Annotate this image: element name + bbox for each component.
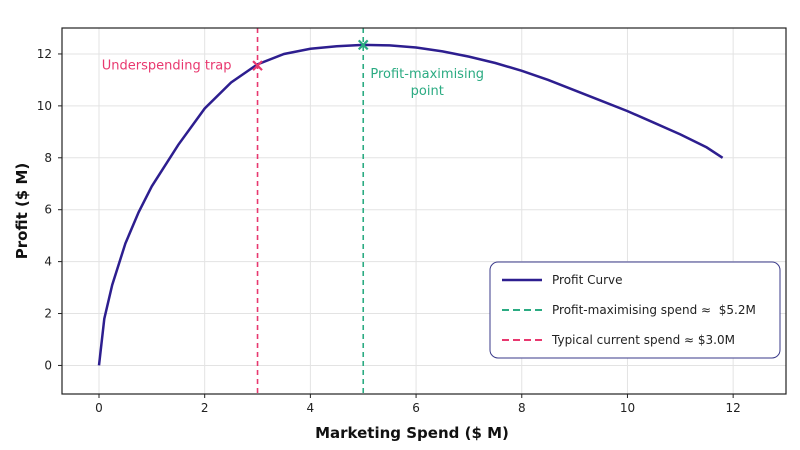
y-tick-label: 4 — [44, 255, 52, 269]
x-axis-label: Marketing Spend ($ M) — [315, 424, 509, 442]
x-tick-label: 6 — [412, 401, 420, 415]
y-tick-label: 12 — [37, 47, 52, 61]
curve-markers — [252, 39, 369, 71]
y-axis-label: Profit ($ M) — [13, 163, 31, 260]
current-spend-marker — [252, 60, 263, 71]
y-tick-label: 2 — [44, 307, 52, 321]
y-tick-label: 10 — [37, 99, 52, 113]
reference-lines — [256, 28, 365, 394]
profit-curve-line — [97, 43, 724, 366]
profit-max-marker — [357, 39, 369, 51]
legend-box — [489, 261, 781, 359]
x-tick-label: 10 — [620, 401, 635, 415]
x-tick-label: 0 — [95, 401, 103, 415]
legend: Profit Curve Profit-maximising spend ≈ $… — [489, 261, 781, 359]
x-tick-label: 8 — [518, 401, 526, 415]
x-tick-label: 12 — [726, 401, 741, 415]
x-tick-label: 4 — [307, 401, 315, 415]
x-axis-ticks: 0 2 4 6 8 10 12 — [95, 394, 741, 415]
annotations: Underspending trap Profit-maximising point — [102, 59, 484, 99]
y-tick-label: 0 — [44, 358, 52, 372]
y-tick-label: 8 — [44, 151, 52, 165]
legend-label-profit-max: Profit-maximising spend ≈ $5.2M — [552, 303, 756, 317]
x-tick-label: 2 — [201, 401, 209, 415]
y-tick-label: 6 — [44, 203, 52, 217]
annotation-profit-max-point: Profit-maximising point — [370, 67, 484, 99]
legend-label-profit-curve: Profit Curve — [552, 273, 623, 287]
annotation-underspending-trap: Underspending trap — [102, 59, 232, 74]
y-axis-ticks: 0 2 4 6 8 10 12 — [37, 47, 62, 372]
legend-label-current-spend: Typical current spend ≈ $3.0M — [551, 333, 735, 347]
plot-frame — [61, 27, 787, 395]
